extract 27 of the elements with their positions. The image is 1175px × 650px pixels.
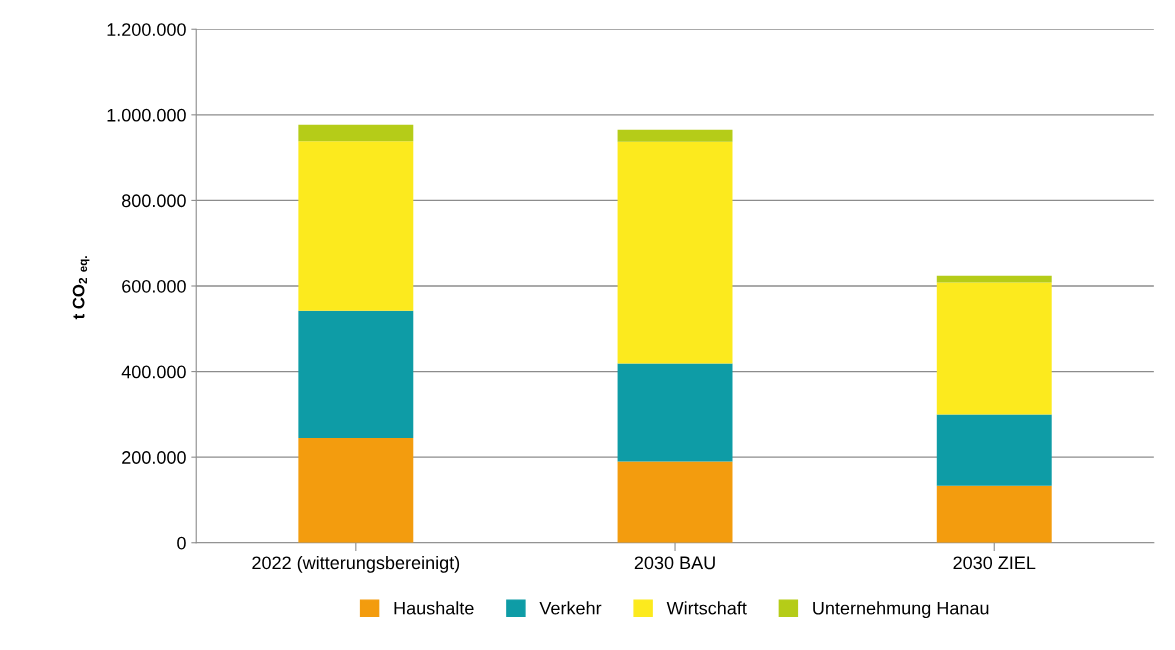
- bar: [298, 310, 414, 438]
- bar: [617, 461, 733, 543]
- bar: [298, 437, 414, 543]
- y-tick-label: 0: [177, 536, 186, 550]
- y-tick-label: 1.000.000: [107, 108, 186, 122]
- bar: [936, 275, 1052, 283]
- y-tick-label: 200.000: [122, 451, 186, 464]
- legend-label: Verkehr: [539, 601, 602, 615]
- y-tick-label: 600.000: [122, 279, 186, 293]
- bar: [936, 414, 1052, 486]
- y-tick-label: 1.200.000: [107, 23, 186, 36]
- bar: [936, 282, 1052, 415]
- bar: [617, 363, 733, 462]
- bar: [298, 124, 414, 142]
- bar: [936, 485, 1052, 543]
- y-tick-label: 800.000: [122, 194, 186, 208]
- bar: [298, 141, 414, 311]
- x-tick-label: 2022 (witterungsbereinigt): [252, 555, 460, 573]
- bar: [617, 129, 733, 142]
- y-tick-label: 400.000: [121, 365, 186, 379]
- bar: [617, 141, 733, 364]
- x-tick-label: 2030 ZIEL: [953, 556, 1036, 570]
- legend-label: Haushalte: [394, 601, 474, 615]
- legend-label: Unternehmung Hanau: [813, 601, 989, 619]
- y-axis-title: t CO$_{2 eq.}$: [72, 256, 90, 320]
- x-tick-label: 2030 BAU: [634, 556, 715, 570]
- legend-label: Wirtschaft: [666, 601, 747, 615]
